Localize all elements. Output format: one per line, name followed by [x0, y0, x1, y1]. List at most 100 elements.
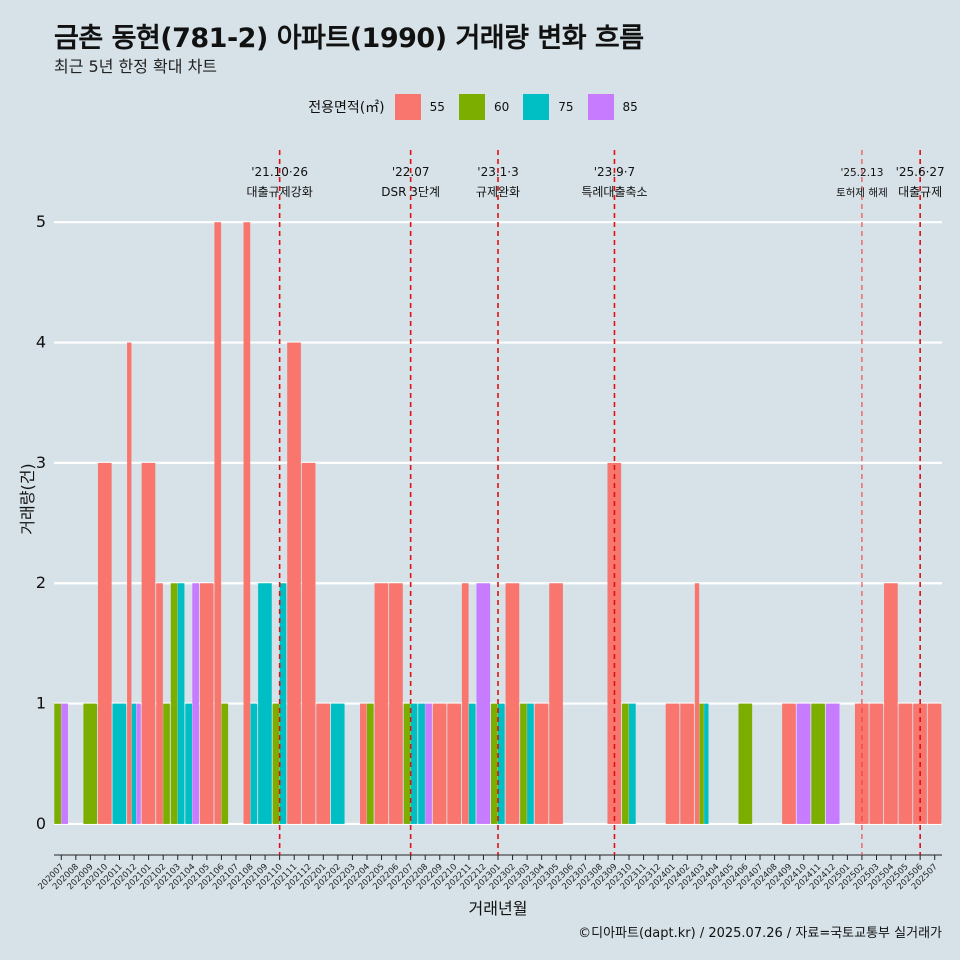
bar-202111-55 [287, 342, 301, 824]
bar-202403-60 [699, 703, 704, 824]
bar-202301-60 [491, 703, 498, 824]
bar-202007-60 [54, 703, 61, 824]
event-date-202301: '23.1·3 [477, 165, 518, 179]
bar-202503-55 [869, 703, 884, 824]
legend-item-55: 55 [394, 94, 451, 120]
legend-label-85: 85 [622, 100, 638, 114]
y-axis-title: 거래량(건) [18, 463, 37, 534]
bar-202206-55 [389, 583, 403, 824]
legend-item-75: 75 [523, 94, 579, 120]
bar-202403-75 [704, 703, 709, 824]
legend-key-60 [458, 94, 485, 120]
bar-202106-55 [214, 222, 222, 824]
chart-subtitle: 최근 5년 한정 확대 차트 [54, 57, 218, 76]
bar-202304-55 [534, 703, 549, 824]
bar-202104-85 [192, 583, 199, 824]
bar-202205-55 [374, 583, 389, 824]
bar-202505-55 [898, 703, 913, 824]
bar-202108-55 [243, 222, 251, 824]
bar-202204-60 [366, 703, 374, 824]
bar-202011-75 [112, 703, 127, 824]
event-label-202506: 대출규제 [898, 185, 942, 199]
legend-key-55 [394, 94, 421, 120]
y-tick-label-4: 4 [36, 333, 46, 352]
y-tick-label-3: 3 [36, 453, 46, 472]
event-label-202207: DSR 3단계 [381, 185, 440, 199]
bar-202301-75 [498, 703, 505, 824]
bar-202409-55 [782, 703, 796, 824]
bar-202009-60 [83, 703, 98, 824]
event-date-202309: '23.9·7 [594, 165, 635, 179]
legend-label-55: 55 [429, 100, 445, 114]
bar-202412-85 [825, 703, 840, 824]
bar-202402-55 [680, 703, 694, 824]
bar-202012-55 [127, 342, 132, 824]
bar-202310-60 [622, 703, 629, 824]
y-tick-label-2: 2 [36, 573, 46, 592]
bar-202106-60 [221, 703, 229, 824]
legend-title: 전용면적(㎡) [308, 100, 385, 116]
bar-202211-55 [461, 583, 469, 824]
bar-202010-55 [97, 462, 112, 824]
bar-202302-55 [505, 583, 520, 824]
bar-202103-75 [177, 583, 185, 824]
bar-202309-55 [607, 462, 622, 824]
event-date-202506: '25.6·27 [896, 165, 945, 179]
legend-key-85 [587, 94, 614, 120]
bar-202105-55 [199, 583, 214, 824]
bar-202305-55 [549, 583, 563, 824]
bar-202207-75 [410, 703, 418, 824]
bar-202504-55 [884, 583, 898, 824]
bar-202208-75 [418, 703, 425, 824]
bar-202007-85 [61, 703, 68, 824]
bar-202108-75 [250, 703, 258, 824]
bar-202401-55 [665, 703, 680, 824]
y-tick-label-1: 1 [36, 694, 46, 713]
legend-key-75 [523, 94, 550, 120]
y-tick-label-0: 0 [36, 814, 46, 833]
bar-202102-60 [163, 703, 170, 824]
bar-202403-55 [694, 583, 700, 824]
legend-item-60: 60 [458, 94, 515, 120]
bar-202112-55 [301, 462, 316, 824]
bar-202110-60 [272, 703, 280, 824]
bar-202209-55 [432, 703, 447, 824]
bar-202204-55 [359, 703, 367, 824]
bar-202211-75 [468, 703, 476, 824]
event-label-202502: 토허제 해제 [836, 186, 888, 199]
legend: 전용면적(㎡) 55 60 75 85 [0, 93, 960, 121]
bar-202310-75 [629, 703, 636, 824]
bar-202507-55 [927, 703, 942, 824]
bar-202410-85 [796, 703, 811, 824]
legend-item-85: 85 [587, 94, 644, 120]
legend-label-75: 75 [558, 100, 574, 114]
event-label-202110: 대출규제강화 [247, 185, 313, 199]
event-date-202502: '25.2.13 [840, 167, 883, 179]
x-axis-title: 거래년월 [469, 899, 528, 918]
bar-202202-75 [330, 703, 345, 824]
bar-202104-75 [185, 703, 192, 824]
bar-202101-55 [141, 462, 156, 824]
event-label-202301: 규제완화 [476, 185, 520, 199]
event-date-202207: '22.07 [392, 165, 430, 179]
bar-202201-55 [316, 703, 330, 824]
bar-202212-85 [476, 583, 491, 824]
bar-202012-85 [136, 703, 141, 824]
bar-202110-75 [279, 583, 287, 824]
bar-202103-60 [170, 583, 178, 824]
source-caption: ©디아파트(dapt.kr) / 2025.07.26 / 자료=국토교통부 실… [578, 926, 942, 941]
bar-202411-60 [811, 703, 825, 824]
bar-202303-60 [520, 703, 527, 824]
chart-title: 금촌 동현(781-2) 아파트(1990) 거래량 변화 흐름 [54, 23, 644, 54]
bar-202109-75 [258, 583, 272, 824]
event-date-202110: '21.10·26 [251, 165, 308, 179]
bar-202208-85 [425, 703, 432, 824]
bar-202207-60 [403, 703, 411, 824]
bar-202012-75 [131, 703, 137, 824]
legend-label-60: 60 [493, 100, 510, 114]
bar-202406-60 [738, 703, 753, 824]
y-tick-label-5: 5 [36, 212, 46, 231]
bar-202303-75 [527, 703, 534, 824]
bar-202102-55 [156, 583, 163, 824]
